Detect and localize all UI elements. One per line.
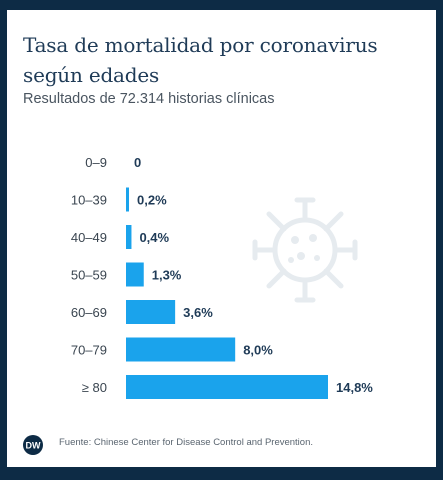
category-label: 10–39 (71, 193, 107, 208)
bar (126, 375, 328, 399)
bar-chart: 0–9 0 10–39 0,2% 40–49 0,4% 50–59 1,3% 60–69 3,6%… (71, 155, 373, 399)
chart-title: Tasa de mortalidad por coronavirus según… (23, 33, 378, 87)
category-label: 70–79 (71, 343, 107, 358)
value-label: 0 (134, 155, 141, 170)
bar (126, 187, 129, 212)
dw-logo-icon: DW (23, 435, 43, 455)
chart-card: Tasa de mortalidad por coronavirus según… (7, 10, 436, 467)
bottom-bar (0, 467, 443, 480)
svg-text:DW: DW (26, 441, 41, 451)
value-label: 14,8% (336, 380, 373, 395)
source-note: Fuente: Chinese Center for Disease Contr… (59, 437, 313, 448)
virus-icon (252, 197, 358, 303)
value-label: 3,6% (183, 305, 213, 320)
value-label: 1,3% (152, 268, 182, 283)
category-label: 0–9 (85, 155, 107, 170)
bar (126, 337, 236, 362)
value-label: 0,4% (139, 230, 169, 245)
category-label: 50–59 (71, 268, 107, 283)
category-label: 60–69 (71, 305, 107, 320)
category-label: 40–49 (71, 230, 107, 245)
bar (126, 262, 144, 287)
bar (126, 225, 132, 249)
value-label: 0,2% (137, 193, 167, 208)
value-label: 8,0% (243, 343, 273, 358)
category-label: ≥ 80 (82, 380, 107, 395)
chart-subtitle: Resultados de 72.314 historias clínicas (23, 91, 275, 107)
bar (126, 300, 176, 324)
